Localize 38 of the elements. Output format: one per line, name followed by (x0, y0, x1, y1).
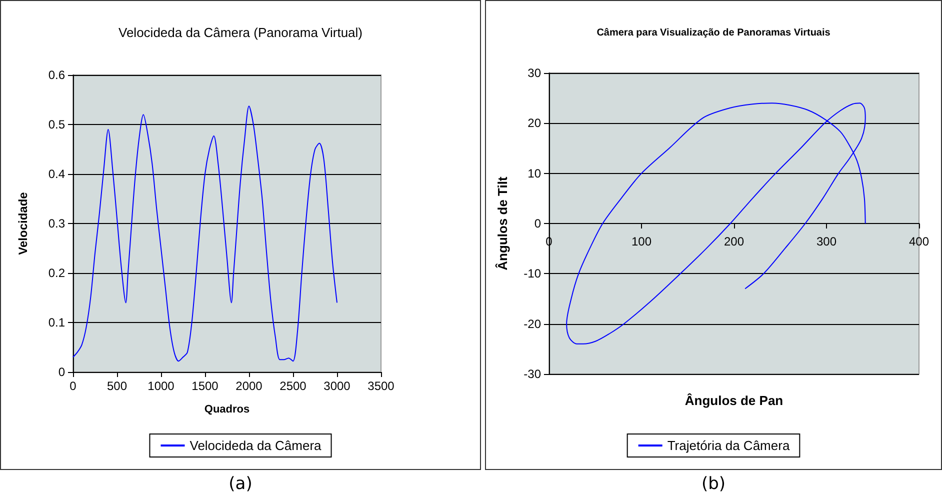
y-tick-label: 0.6 (48, 68, 66, 82)
y-tick-label: 0.5 (48, 118, 66, 132)
y-tick-label: -20 (524, 316, 542, 331)
x-axis-title: Quadros (204, 404, 250, 416)
y-tick-label: 20 (528, 116, 542, 130)
y-tick-label: -30 (524, 367, 542, 381)
x-tick-label: 1000 (148, 379, 175, 393)
x-axis-title: Ângulos de Pan (684, 393, 784, 408)
x-tick-label: 2000 (236, 379, 263, 393)
x-tick-label: 0 (70, 379, 77, 393)
text: (b) (700, 474, 727, 494)
x-tick-label: 200 (724, 234, 744, 248)
chart-title: Velocideda da Câmera (Panorama Virtual) (118, 25, 363, 40)
legend-label: Velocideda da Câmera (190, 438, 322, 453)
y-tick-label: 0.4 (48, 167, 66, 181)
y-tick-label: 10 (528, 166, 542, 180)
x-tick-label: 3000 (324, 379, 351, 393)
x-tick-label: 3500 (368, 379, 395, 393)
y-axis-title: Ângulos de Tilt (495, 176, 510, 270)
chart-title: Câmera para Visualização de Panoramas Virtuais (596, 28, 831, 38)
y-tick-label: 30 (528, 66, 542, 80)
y-axis-title: Velocidade (16, 192, 30, 255)
x-tick-label: 300 (816, 234, 837, 248)
y-tick-label: 0.3 (48, 216, 66, 230)
y-tick-label: 0.1 (48, 316, 66, 330)
y-tick-label: 0 (534, 216, 542, 230)
y-tick-label: 0 (58, 365, 66, 379)
y-tick-label: -10 (524, 266, 542, 281)
x-tick-label: 400 (908, 234, 930, 248)
x-tick-label: 1500 (192, 379, 219, 393)
x-tick-label: 100 (631, 234, 652, 248)
legend-label: Trajetória da Câmera (667, 438, 790, 453)
y-tick-label: 0.2 (48, 266, 66, 280)
x-tick-label: 500 (106, 379, 128, 393)
text: (a) (228, 474, 254, 494)
line-series (566, 102, 866, 344)
line-series (72, 106, 338, 362)
x-tick-label: 2500 (280, 379, 307, 393)
